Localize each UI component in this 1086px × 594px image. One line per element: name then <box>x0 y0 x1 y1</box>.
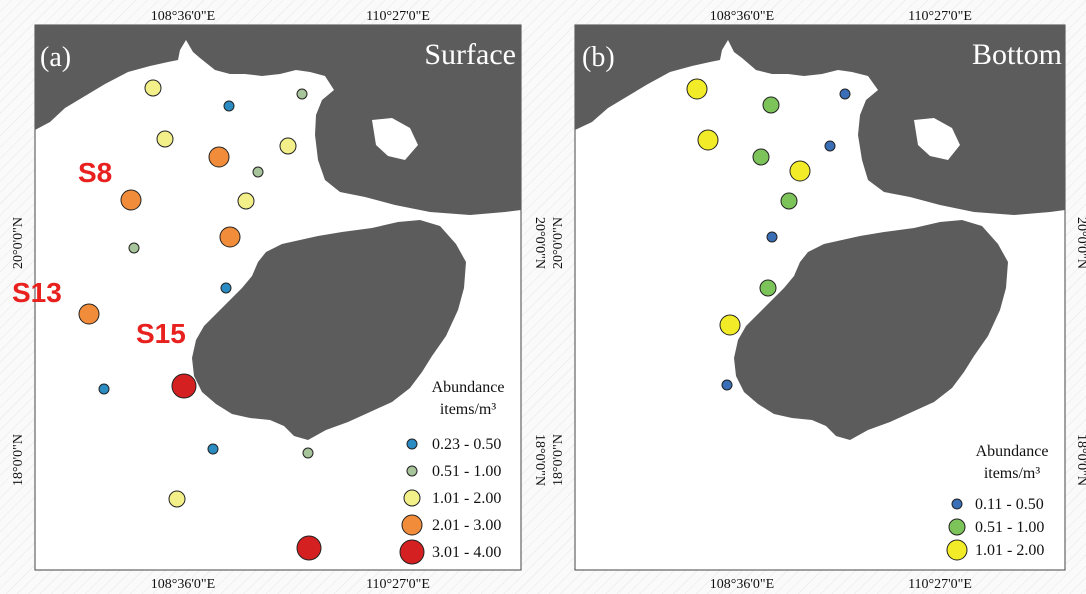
lon-tick-top-1-b: 108°36'0"E <box>710 9 774 24</box>
station-marker <box>721 379 733 391</box>
legend-range-label: 0.51 - 1.00 <box>432 463 501 480</box>
lon-tick-bottom-2-a: 110°27'0"E <box>366 577 430 592</box>
station-marker <box>839 88 851 100</box>
lon-tick-top-1-a: 108°36'0"E <box>151 9 215 24</box>
hainan-island <box>192 220 466 440</box>
panel-a: (a) Surface 108°36'0"E 110°27'0"E 108°36… <box>11 9 547 592</box>
legend-swatch <box>403 489 421 507</box>
lon-tick-bottom-2-b: 110°27'0"E <box>908 577 972 592</box>
lat-tick-right-1-b: 20°0'0"N <box>1074 217 1086 269</box>
station-marker <box>279 137 297 155</box>
mainland-landmass-b <box>575 25 1065 215</box>
legend-range-label: 0.11 - 0.50 <box>975 496 1044 513</box>
lat-tick-left-1-a: 20°0'0"N <box>11 217 26 269</box>
station-markers-b <box>686 78 851 391</box>
lon-tick-bottom-1-a: 108°36'0"E <box>151 577 215 592</box>
legend-title-a: Abundance <box>432 379 505 396</box>
mainland-landmass <box>35 25 521 215</box>
lon-tick-top-2-b: 110°27'0"E <box>908 9 972 24</box>
station-label-s13: S13 <box>12 277 62 308</box>
legend-unit-a: items/m³ <box>440 401 497 418</box>
legend-swatch <box>399 539 425 565</box>
legend-range-label: 1.01 - 2.00 <box>432 490 501 507</box>
lat-tick-right-1-a: 20°0'0"N <box>532 217 547 269</box>
station-label-s15: S15 <box>136 318 186 349</box>
legend-title-b: Abundance <box>976 443 1049 460</box>
station-marker <box>98 383 110 395</box>
lat-tick-left-2-a: 18°0'0"N <box>11 434 26 486</box>
station-marker <box>171 373 197 399</box>
lon-tick-top-2-a: 110°27'0"E <box>366 9 430 24</box>
lon-tick-bottom-1-b: 108°36'0"E <box>710 577 774 592</box>
station-marker <box>824 140 836 152</box>
legend-range-label: 3.01 - 4.00 <box>432 544 501 561</box>
station-marker <box>220 282 232 294</box>
lat-tick-right-2-b: 18°0'0"N <box>1074 434 1086 486</box>
station-marker <box>686 78 708 100</box>
station-marker <box>223 100 235 112</box>
station-marker <box>762 96 780 114</box>
hainan-island-b <box>734 220 1008 440</box>
station-markers-a <box>78 79 322 561</box>
station-marker <box>208 146 230 168</box>
lat-tick-left-1-b: 20°0'0"N <box>551 217 566 269</box>
legend-b: Abundance items/m³ 0.11 - 0.50 0.51 - 1.0… <box>946 443 1049 561</box>
legend-swatch <box>406 465 418 477</box>
station-marker <box>766 231 778 243</box>
legend-swatch <box>406 438 418 450</box>
station-marker <box>237 192 255 210</box>
station-marker <box>120 189 142 211</box>
station-marker <box>168 490 186 508</box>
station-marker <box>207 443 219 455</box>
legend-range-label: 2.01 - 3.00 <box>432 517 501 534</box>
panel-tag-b: (b) <box>582 42 615 73</box>
station-marker <box>128 242 140 254</box>
station-marker <box>219 226 241 248</box>
legend-swatch <box>401 514 423 536</box>
station-marker <box>752 148 770 166</box>
station-marker <box>697 129 719 151</box>
legend-swatch <box>951 498 963 510</box>
station-marker <box>759 279 777 297</box>
panel-title-b: Bottom <box>972 38 1062 71</box>
legend-swatch <box>946 539 968 561</box>
station-marker <box>302 447 314 459</box>
legend-unit-b: items/m³ <box>984 465 1041 482</box>
panel-b: (b) Bottom 108°36'0"E 110°27'0"E 108°36'… <box>551 9 1086 592</box>
legend-range-label: 0.51 - 1.00 <box>975 519 1044 536</box>
station-marker <box>156 130 174 148</box>
mainland-inlet-b <box>914 118 960 160</box>
station-marker <box>719 314 741 336</box>
station-label-s8: S8 <box>78 157 112 188</box>
legend-swatch <box>948 518 966 536</box>
station-marker <box>780 192 798 210</box>
station-marker <box>144 79 162 97</box>
mainland-inlet <box>372 118 418 160</box>
station-marker <box>296 535 322 561</box>
legend-a: Abundance items/m³ 0.23 - 0.50 0.51 - 1.0… <box>399 379 505 565</box>
lat-tick-left-2-b: 18°0'0"N <box>551 434 566 486</box>
station-marker <box>252 166 264 178</box>
panel-tag-a: (a) <box>40 42 71 73</box>
panel-title-a: Surface <box>424 38 516 71</box>
station-marker <box>296 88 308 100</box>
lat-tick-right-2-a: 18°0'0"N <box>532 434 547 486</box>
station-marker <box>78 303 100 325</box>
legend-range-label: 0.23 - 0.50 <box>432 436 501 453</box>
station-marker <box>789 160 811 182</box>
legend-range-label: 1.01 - 2.00 <box>975 542 1044 559</box>
